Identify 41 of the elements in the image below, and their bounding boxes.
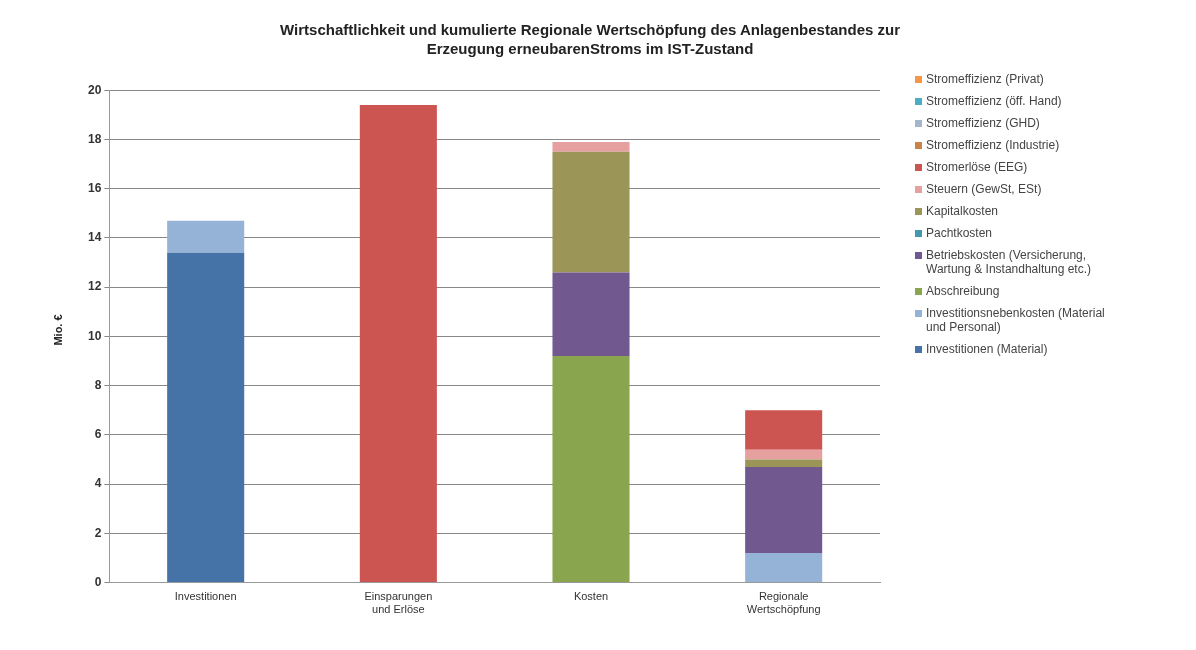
legend-label: Stromeffizienz (öff. Hand) bbox=[926, 94, 1062, 108]
y-tick-label: 10 bbox=[87, 328, 102, 343]
bar bbox=[552, 151, 630, 273]
legend-label: Steuern (GewSt, ESt) bbox=[926, 182, 1042, 196]
legend-label: Investitionsnebenkosten (Material und Personal) bbox=[926, 306, 1106, 334]
x-tick-label: Einsparungen und Erlöse bbox=[364, 590, 433, 616]
y-tick-label: 2 bbox=[94, 525, 102, 540]
y-tick-label: 14 bbox=[87, 230, 102, 245]
y-tick-label: 12 bbox=[87, 279, 102, 294]
legend-label: Betriebskosten (Versicherung, Wartung & Instandhaltung etc.) bbox=[926, 248, 1092, 276]
y-tick-label: 20 bbox=[87, 82, 102, 97]
legend-label: Stromeffizienz (Industrie) bbox=[926, 138, 1060, 152]
y-axis-title: Mio. € bbox=[52, 314, 64, 346]
legend-label: Stromeffizienz (Privat) bbox=[926, 72, 1044, 86]
bar bbox=[745, 466, 823, 554]
legend-label: Pachtkosten bbox=[926, 226, 993, 240]
chart-title: Wirtschaftlichkeit und kumulierte Regionale Wertschöpfung des Anlagenbestandes zur Erzeugung erneubarenStroms im IST-Zustand bbox=[279, 20, 901, 58]
legend-label: Investitionen (Material) bbox=[926, 342, 1048, 356]
y-tick-label: 8 bbox=[94, 377, 102, 392]
y-tick-label: 6 bbox=[94, 427, 102, 442]
legend-label: Abschreibung bbox=[926, 284, 1000, 298]
bar bbox=[745, 449, 823, 460]
bar bbox=[552, 272, 630, 357]
bar bbox=[167, 220, 245, 253]
x-tick-label: Investitionen bbox=[174, 590, 237, 603]
bar bbox=[167, 252, 245, 583]
bar bbox=[552, 141, 630, 152]
legend-label: Kapitalkosten bbox=[926, 204, 999, 218]
bar bbox=[745, 410, 823, 450]
y-tick-label: 16 bbox=[87, 180, 102, 195]
bar bbox=[745, 553, 823, 583]
bar bbox=[359, 104, 437, 583]
legend-label: Stromeffizienz (GHD) bbox=[926, 116, 1040, 130]
x-tick-label: Regionale Wertschöpfung bbox=[746, 590, 821, 616]
bar bbox=[552, 356, 630, 583]
bar bbox=[745, 459, 823, 467]
x-tick-label: Kosten bbox=[573, 590, 609, 603]
legend-label: Stromerlöse (EEG) bbox=[926, 160, 1028, 174]
y-tick-label: 4 bbox=[94, 476, 102, 491]
y-tick-label: 18 bbox=[87, 131, 102, 146]
y-tick-label: 0 bbox=[94, 574, 102, 589]
